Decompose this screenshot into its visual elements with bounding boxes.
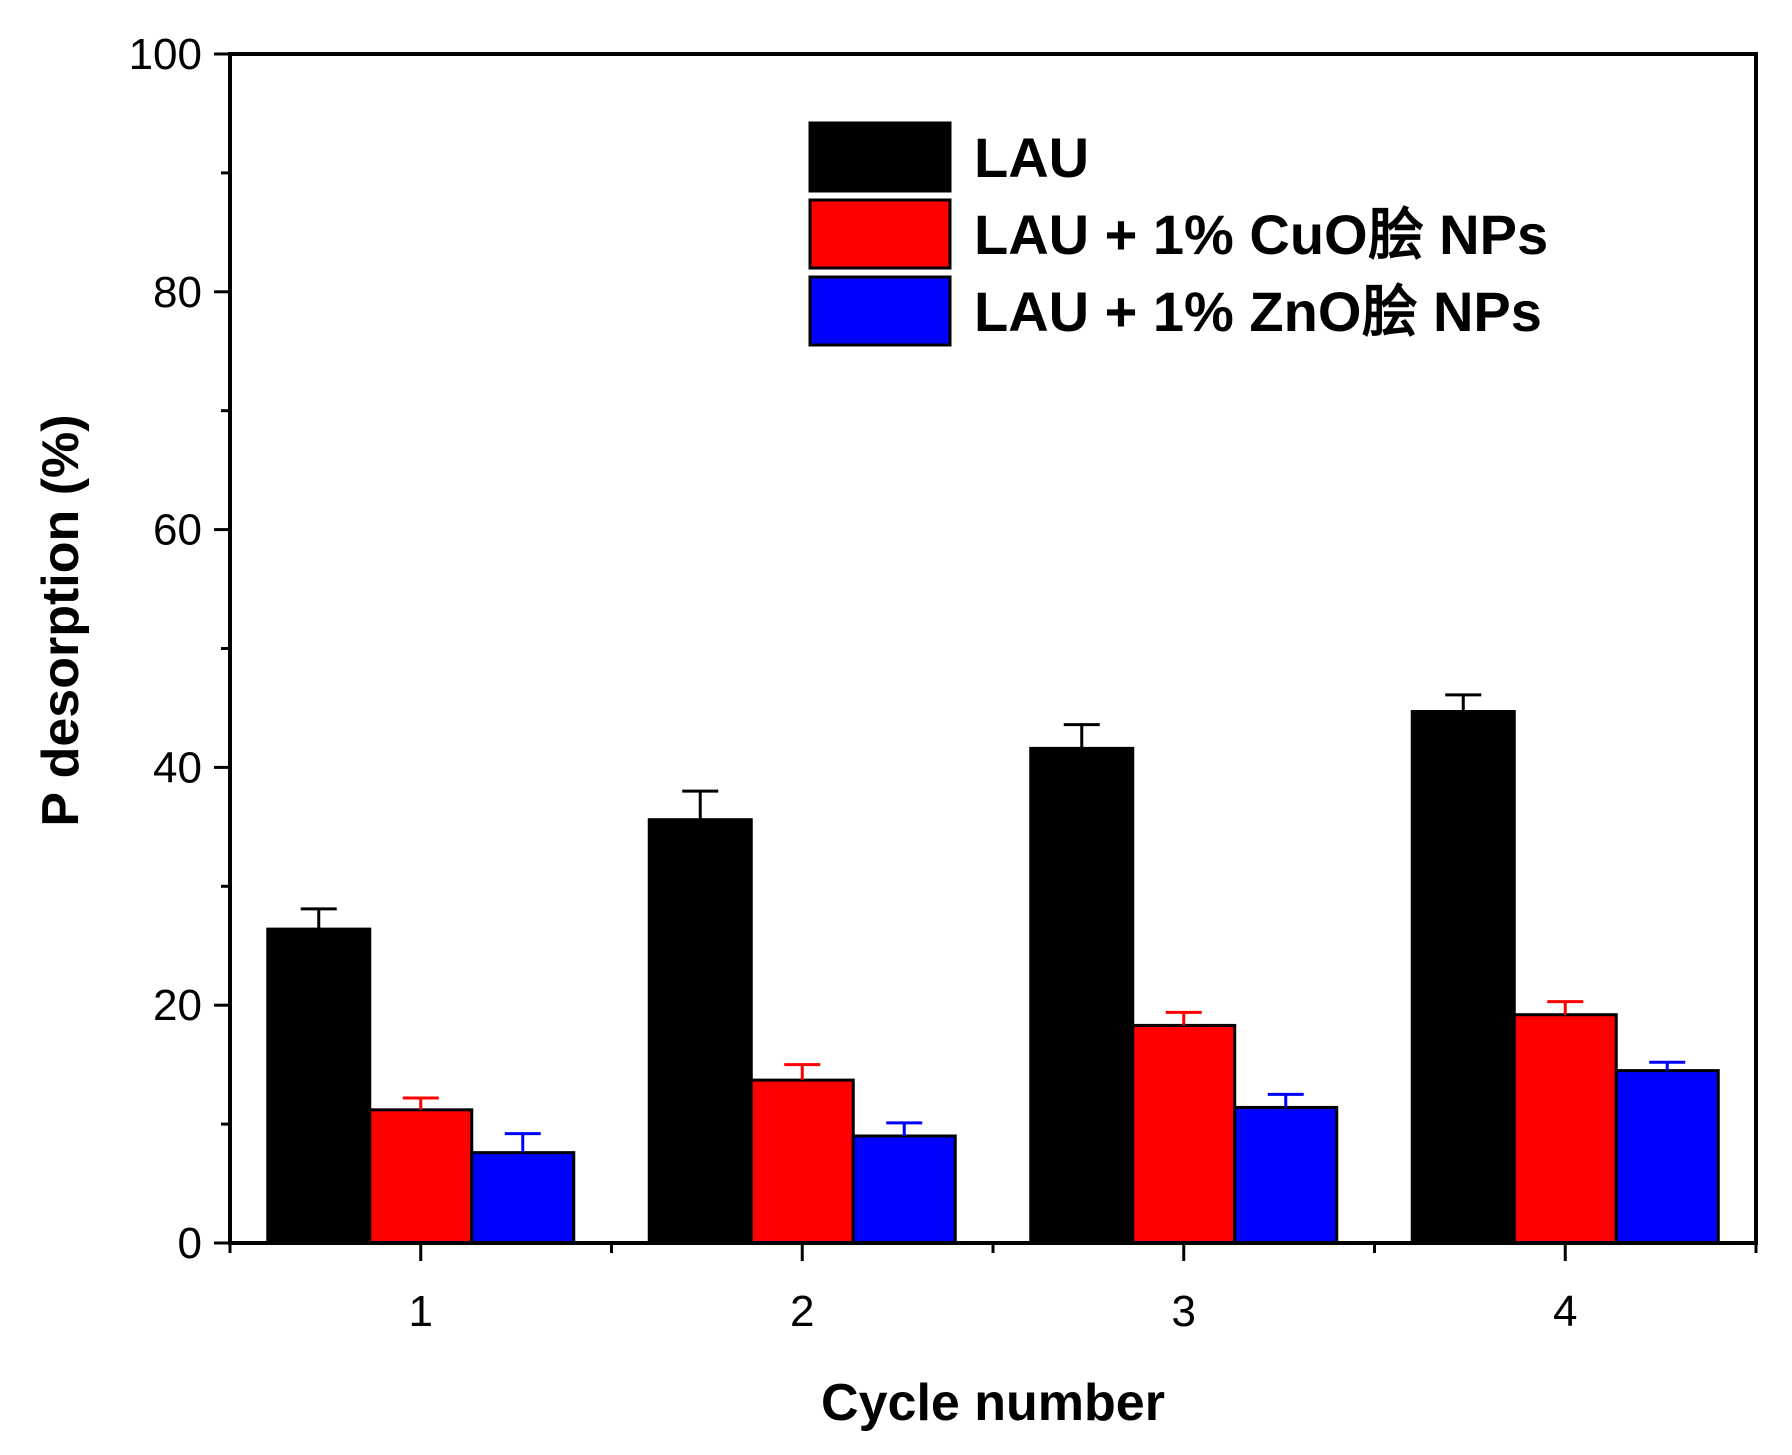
- x-tick-label: 3: [1172, 1287, 1196, 1336]
- x-tick-label: 2: [790, 1287, 814, 1336]
- bar: [749, 1078, 855, 1245]
- legend: LAU LAU + 1% CuO脍 NPs LAU + 1% ZnO脍 NPs: [808, 121, 1548, 347]
- bar: [647, 818, 753, 1245]
- legend-swatch: [808, 121, 952, 193]
- y-tick-label: 60: [153, 506, 202, 555]
- x-axis-title: Cycle number: [821, 1374, 1165, 1432]
- bar: [1131, 1023, 1237, 1245]
- bar: [851, 1134, 957, 1245]
- legend-label: LAU + 1% ZnO脍 NPs: [974, 280, 1542, 343]
- bar: [1233, 1105, 1339, 1245]
- y-tick-label: 40: [153, 743, 202, 792]
- y-tick-label: 20: [153, 981, 202, 1030]
- bar: [1029, 746, 1135, 1245]
- legend-label: LAU + 1% CuO脍 NPs: [974, 203, 1548, 266]
- bar: [368, 1108, 474, 1245]
- legend-swatch: [808, 198, 952, 270]
- axis-ticks: 0 20 40 60 80 100 1 2 3 4: [129, 30, 1758, 1336]
- legend-label: LAU: [974, 126, 1089, 189]
- bar: [470, 1151, 576, 1245]
- y-axis-title: P desorption (%): [32, 414, 90, 826]
- x-tick-label: 4: [1553, 1287, 1577, 1336]
- bar: [266, 927, 372, 1245]
- bar: [1512, 1013, 1618, 1245]
- bar: [1410, 710, 1516, 1245]
- legend-swatch: [808, 275, 952, 347]
- bars-layer: [266, 693, 1720, 1245]
- bar: [1614, 1069, 1720, 1245]
- y-tick-label: 80: [153, 268, 202, 317]
- y-tick-label: 100: [129, 30, 202, 79]
- x-tick-label: 1: [409, 1287, 433, 1336]
- y-tick-label: 0: [178, 1219, 202, 1268]
